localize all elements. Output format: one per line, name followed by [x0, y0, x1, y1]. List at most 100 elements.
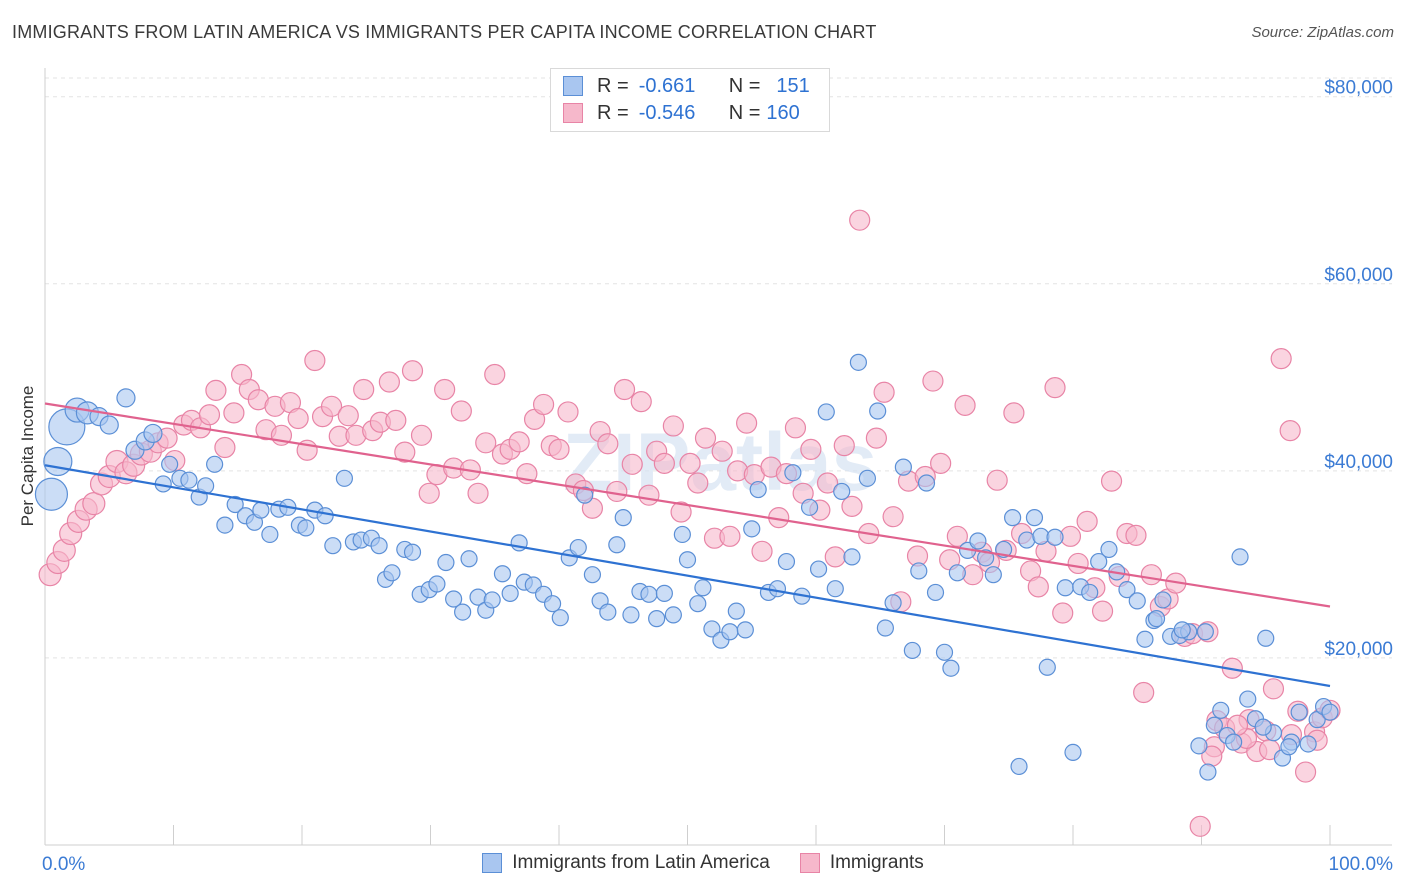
data-point-latin-america	[777, 552, 796, 571]
data-point-latin-america	[1081, 583, 1099, 602]
trendline-immigrants	[44, 402, 1331, 608]
data-point-latin-america	[1056, 579, 1074, 597]
data-point-latin-america	[984, 566, 1002, 584]
data-point-latin-america	[1257, 629, 1275, 647]
legend-n-value: 151	[776, 74, 810, 97]
data-point-latin-america	[1239, 690, 1257, 708]
data-point-latin-america	[1018, 531, 1036, 549]
data-point-immigrants	[751, 540, 773, 562]
data-point-immigrants	[873, 381, 895, 403]
legend-row-immigrants: R = -0.546 N = 160	[563, 100, 800, 126]
data-point-latin-america	[403, 543, 422, 561]
data-point-latin-america	[370, 537, 388, 555]
y-axis-label: Per Capita Income	[18, 385, 37, 527]
source-credit: Source: ZipAtlas.com	[1251, 24, 1394, 41]
data-point-immigrants	[337, 405, 359, 427]
data-point-latin-america	[640, 585, 658, 603]
legend-row-latin-america: R = -0.661 N = 151	[563, 73, 810, 99]
data-point-latin-america	[678, 551, 697, 569]
data-point-latin-america	[454, 603, 472, 621]
y-tick-label: $80,000	[1324, 78, 1393, 99]
data-point-immigrants	[1133, 681, 1155, 704]
data-point-latin-america	[543, 595, 562, 613]
legend-item-immigrants: Immigrants	[799, 852, 924, 874]
data-point-immigrants	[841, 495, 863, 517]
data-point-latin-america	[206, 455, 224, 473]
data-point-latin-america	[576, 486, 594, 504]
data-point-immigrants	[694, 427, 717, 449]
data-point-immigrants	[378, 371, 400, 393]
data-point-immigrants	[1140, 564, 1162, 586]
data-point-latin-america	[826, 580, 844, 598]
data-point-latin-america	[324, 537, 342, 555]
data-point-latin-america	[1299, 735, 1317, 753]
data-point-immigrants	[638, 484, 660, 506]
data-point-immigrants	[1294, 761, 1317, 783]
data-point-immigrants	[418, 482, 440, 504]
data-point-immigrants	[1270, 348, 1292, 370]
data-point-immigrants	[1052, 602, 1074, 624]
data-point-latin-america	[252, 501, 270, 519]
data-point-immigrants	[930, 452, 952, 474]
data-point-latin-america	[43, 446, 73, 477]
data-point-immigrants	[824, 546, 846, 568]
data-point-latin-america	[1128, 592, 1146, 610]
data-point-latin-america	[1064, 743, 1082, 761]
data-point-latin-america	[673, 525, 691, 544]
data-point-latin-america	[1290, 703, 1308, 721]
data-point-immigrants	[687, 472, 709, 494]
data-point-latin-america	[721, 623, 739, 641]
data-point-latin-america	[694, 579, 712, 597]
legend-n-value: 160	[766, 101, 800, 124]
data-point-immigrants	[82, 491, 106, 516]
data-point-latin-america	[614, 509, 632, 527]
data-point-immigrants	[621, 453, 643, 475]
data-point-immigrants	[394, 441, 416, 463]
data-point-latin-america	[727, 602, 745, 620]
data-point-immigrants	[401, 360, 424, 382]
data-point-latin-america	[926, 583, 945, 602]
data-point-latin-america	[99, 415, 119, 435]
x-tick-label-min: 0.0%	[42, 854, 85, 875]
data-point-immigrants	[800, 438, 822, 460]
data-point-latin-america	[749, 480, 767, 499]
data-point-latin-america	[876, 619, 894, 637]
data-point-immigrants	[287, 407, 309, 430]
data-point-latin-america	[833, 482, 851, 501]
data-point-latin-america	[1190, 737, 1208, 755]
data-point-latin-america	[569, 538, 587, 557]
data-point-immigrants	[205, 379, 227, 402]
data-point-latin-america	[768, 580, 787, 598]
data-point-latin-america	[551, 609, 569, 627]
data-point-latin-america	[784, 464, 802, 482]
data-point-immigrants	[1100, 470, 1123, 492]
data-point-immigrants	[410, 424, 433, 446]
data-point-immigrants	[784, 417, 807, 439]
legend-r-label: R =	[597, 101, 629, 124]
data-point-latin-america	[1038, 658, 1056, 676]
data-point-latin-america	[1280, 738, 1298, 756]
legend-swatch-pink	[799, 853, 820, 873]
data-point-latin-america	[849, 353, 868, 371]
data-point-latin-america	[689, 595, 707, 613]
data-point-immigrants	[719, 525, 741, 547]
data-point-immigrants	[606, 480, 628, 503]
data-point-latin-america	[1225, 733, 1243, 751]
legend-r-value: -0.546	[638, 101, 696, 124]
data-point-immigrants	[849, 209, 871, 231]
data-point-latin-america	[335, 469, 354, 487]
data-point-immigrants	[1044, 377, 1066, 399]
data-point-latin-america	[501, 584, 519, 602]
y-tick-label: $20,000	[1324, 639, 1393, 660]
data-point-latin-america	[910, 562, 928, 580]
data-point-latin-america	[809, 560, 828, 578]
data-point-immigrants	[1027, 576, 1049, 598]
legend-swatch-blue	[563, 76, 583, 96]
legend-swatch-pink	[563, 103, 583, 123]
data-point-latin-america	[143, 423, 163, 444]
data-point-latin-america	[483, 591, 501, 609]
data-point-immigrants	[816, 472, 839, 494]
data-point-immigrants	[986, 469, 1008, 491]
data-point-latin-america	[34, 477, 69, 511]
data-point-latin-america	[316, 507, 334, 525]
